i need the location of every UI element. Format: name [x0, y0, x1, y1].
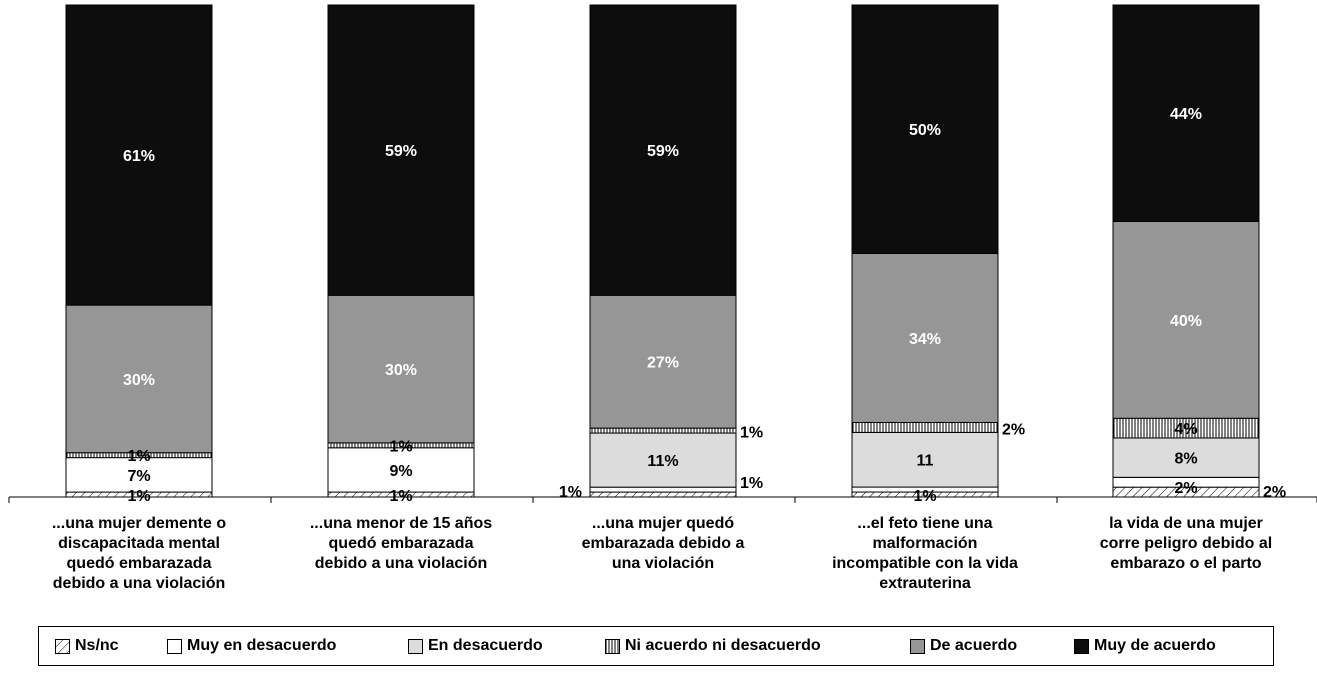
- data-label-3-ns-nc: 1%: [559, 484, 582, 501]
- bar-5-de-acuerdo: [1112, 220, 1260, 419]
- data-label-4-muy-de-acuerdo: 50%: [909, 122, 941, 139]
- legend-label-de-acuerdo: De acuerdo: [930, 637, 1018, 654]
- category-label-4: ...el feto tiene una malformación incomp…: [832, 515, 1018, 592]
- data-label-1-muy-en-desacuerdo: 7%: [127, 468, 150, 485]
- data-label-5-ns-nc: 2%: [1263, 484, 1286, 501]
- chart-area: 1%7%1%30%61%1%9%1%30%59%1%1%11%1%27%59%1…: [8, 4, 1317, 505]
- category-label-3: ...una mujer quedó embarazada debido a u…: [581, 515, 745, 572]
- data-label-2-muy-en-desacuerdo: 9%: [389, 463, 412, 480]
- legend-item-muy-en-desacuerdo: Muy en desacuerdo: [167, 627, 336, 665]
- bar-3-ns-nc: [589, 491, 737, 498]
- bar-2-de-acuerdo: [327, 294, 475, 444]
- data-label-5-muy-de-acuerdo: 44%: [1170, 106, 1202, 123]
- data-label-5-ni-acuerdo-ni-desacuerdo: 4%: [1174, 421, 1197, 438]
- data-label-4-ni-acuerdo-ni-desacuerdo: 2%: [1002, 421, 1025, 438]
- bar-3-muy-en-desacuerdo: [589, 486, 737, 493]
- bar-1-de-acuerdo: [65, 304, 213, 454]
- bar-3-muy-de-acuerdo: [589, 4, 737, 296]
- data-label-1-ni-acuerdo-ni-desacuerdo: 1%: [127, 448, 150, 465]
- bar-2-muy-de-acuerdo: [327, 4, 475, 296]
- x-axis-ticks: [8, 497, 1317, 503]
- bar-4-ni-acuerdo-ni-desacuerdo: [851, 421, 999, 433]
- data-label-3-de-acuerdo: 27%: [647, 355, 679, 372]
- bar-3-de-acuerdo: [589, 294, 737, 429]
- legend-swatch-muy-en-desacuerdo: [167, 638, 182, 654]
- data-label-4-en-desacuerdo: 11: [917, 453, 934, 470]
- bar-4-de-acuerdo: [851, 252, 999, 423]
- legend-swatch-ns-nc: [55, 638, 70, 654]
- data-label-4-de-acuerdo: 34%: [909, 331, 941, 348]
- data-label-2-muy-de-acuerdo: 59%: [385, 143, 417, 160]
- bar-5-muy-de-acuerdo: [1112, 4, 1260, 222]
- category-label-1: ...una mujer demente o discapacitada men…: [51, 515, 227, 592]
- bar-4-muy-de-acuerdo: [851, 4, 999, 254]
- category-label-5: la vida de una mujer corre peligro debid…: [1099, 515, 1273, 572]
- bar-1-muy-de-acuerdo: [65, 4, 213, 306]
- data-label-5-de-acuerdo: 40%: [1170, 313, 1202, 330]
- legend-label-ni-acuerdo: Ni acuerdo ni desacuerdo: [625, 637, 821, 654]
- data-label-1-muy-de-acuerdo: 61%: [123, 148, 155, 165]
- data-label-3-muy-en-desacuerdo: 1%: [740, 475, 763, 492]
- legend-swatch-ni-acuerdo: [605, 638, 620, 654]
- data-label-5-muy-en-desacuerdo: 2%: [1174, 480, 1197, 497]
- data-label-3-ni-acuerdo-ni-desacuerdo: 1%: [740, 425, 763, 442]
- legend-swatch-de-acuerdo: [910, 638, 925, 654]
- legend-label-en-desacuerdo: En desacuerdo: [428, 637, 543, 654]
- data-label-3-muy-de-acuerdo: 59%: [647, 143, 679, 160]
- data-label-2-ni-acuerdo-ni-desacuerdo: 1%: [389, 438, 412, 455]
- bar-4-en-desacuerdo: [851, 431, 999, 488]
- data-label-2-de-acuerdo: 30%: [385, 362, 417, 379]
- legend-swatch-en-desacuerdo: [408, 638, 423, 654]
- legend-item-en-desacuerdo: En desacuerdo: [408, 627, 543, 665]
- legend-label-muy-de-acuerdo: Muy de acuerdo: [1094, 637, 1216, 654]
- legend-item-ns-nc: Ns/nc: [55, 627, 119, 665]
- data-label-5-en-desacuerdo: 8%: [1174, 451, 1197, 468]
- bar-5-en-desacuerdo: [1112, 437, 1260, 478]
- data-label-1-de-acuerdo: 30%: [123, 372, 155, 389]
- bar-3-ni-acuerdo-ni-desacuerdo: [589, 427, 737, 434]
- legend-item-muy-de-acuerdo: Muy de acuerdo: [1074, 627, 1216, 665]
- legend-swatch-muy-de-acuerdo: [1074, 638, 1089, 654]
- bars-layer: [65, 4, 1260, 498]
- legend-item-ni-acuerdo: Ni acuerdo ni desacuerdo: [605, 627, 821, 665]
- category-label-2: ...una menor de 15 años quedó embarazada…: [309, 515, 493, 572]
- legend-label-muy-en-desacuerdo: Muy en desacuerdo: [187, 637, 337, 654]
- legend-item-de-acuerdo: De acuerdo: [910, 627, 1017, 665]
- legend-label-ns-nc: Ns/nc: [75, 637, 119, 654]
- legend: Ns/nc Muy en desacuerdo En desacuerdo Ni…: [38, 626, 1274, 666]
- bar-1-muy-en-desacuerdo: [65, 457, 213, 493]
- data-label-3-en-desacuerdo: 11%: [647, 453, 678, 470]
- labels-layer: 1%7%1%30%61%1%9%1%30%59%1%1%11%1%27%59%1…: [123, 106, 1286, 505]
